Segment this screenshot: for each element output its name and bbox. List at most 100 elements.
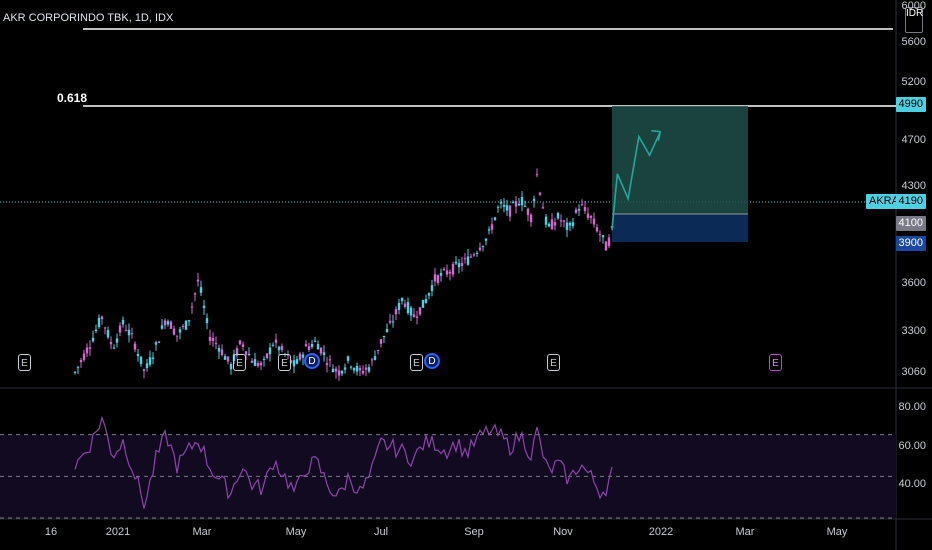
candle-body <box>481 246 485 248</box>
candle-body <box>394 309 398 315</box>
earnings-marker[interactable]: E <box>233 354 246 371</box>
candle-body <box>427 293 431 296</box>
candle-body <box>562 220 566 222</box>
candle-body <box>262 358 266 360</box>
dividend-marker[interactable]: D <box>424 353 440 369</box>
candle-body <box>202 305 206 309</box>
time-axis-tick: Jul <box>373 526 389 538</box>
time-axis-tick: May <box>285 526 307 538</box>
candle-body <box>418 307 422 315</box>
candle-body <box>358 367 362 371</box>
candle-body <box>442 268 446 270</box>
time-axis-tick: Nov <box>553 526 573 538</box>
candle-body <box>430 285 434 292</box>
candle-body <box>91 337 95 342</box>
candle-body <box>460 263 464 266</box>
candle-body <box>157 341 161 343</box>
candle-body <box>259 362 263 366</box>
candle-body <box>367 367 371 372</box>
candle-body <box>325 363 329 366</box>
candle-body <box>136 354 140 357</box>
candle-body <box>289 360 293 363</box>
dividend-marker[interactable]: D <box>304 353 320 369</box>
symbol-title[interactable]: AKR CORPORINDO TBK, 1D, IDX <box>3 12 174 24</box>
price-axis-tick: 5600 <box>901 36 926 48</box>
earnings-marker[interactable]: E <box>18 354 31 371</box>
candle-body <box>94 329 98 332</box>
candle-body <box>340 370 344 374</box>
earnings-marker[interactable]: E <box>410 354 423 371</box>
candle-body <box>493 217 497 220</box>
candle-body <box>193 293 197 295</box>
price-axis-tick: 3060 <box>901 366 926 378</box>
candle-body <box>301 354 305 358</box>
candle-body <box>565 222 569 230</box>
currency-badge[interactable]: IDR <box>905 7 923 33</box>
candle-body <box>499 201 503 204</box>
candle-body <box>319 347 323 354</box>
price-axis-tick: 3300 <box>901 325 926 337</box>
candle-body <box>151 357 155 359</box>
candle-body <box>106 330 110 338</box>
candle-body <box>538 192 542 195</box>
candle-body <box>178 329 182 333</box>
candle-body <box>346 356 350 361</box>
candle-body <box>232 354 236 361</box>
candle-body <box>331 368 335 373</box>
candle-body <box>334 368 338 372</box>
candle-body <box>166 321 170 325</box>
candle-body <box>175 335 179 337</box>
candle-body <box>361 371 365 374</box>
candle-body <box>328 359 332 361</box>
price-tick-top: 6000 <box>901 0 926 12</box>
candle-body <box>397 303 401 311</box>
candle-body <box>118 325 122 333</box>
candle-body <box>508 205 512 217</box>
candle-body <box>199 287 203 293</box>
candle-body <box>517 203 521 206</box>
candle-body <box>73 371 77 373</box>
candle-body <box>253 359 257 366</box>
candle-body <box>169 321 173 329</box>
candle-body <box>559 220 563 222</box>
earnings-marker-upcoming[interactable]: E <box>769 354 782 371</box>
candle-body <box>121 319 125 325</box>
candle-body <box>466 256 470 265</box>
candle-body <box>88 347 92 349</box>
candle-body <box>256 363 260 366</box>
candle-body <box>457 263 461 268</box>
candle-body <box>220 349 224 356</box>
last-price-tag: 4190 <box>895 194 926 209</box>
candle-body <box>349 366 353 368</box>
candle-body <box>235 348 239 356</box>
candle-body <box>82 353 86 360</box>
candle-body <box>112 347 116 349</box>
candle-body <box>379 339 383 344</box>
candle-body <box>187 320 191 322</box>
stop-zone <box>612 214 748 242</box>
candle-body <box>511 202 515 204</box>
candle-body <box>571 222 575 226</box>
candle-body <box>568 222 572 226</box>
candle-body <box>403 303 407 307</box>
candle-body <box>337 370 341 376</box>
candle-body <box>100 316 104 320</box>
candle-body <box>298 353 302 360</box>
candle-body <box>436 275 440 284</box>
candle-body <box>463 258 467 260</box>
stop-price-tag: 3900 <box>895 236 926 251</box>
time-axis-tick: 2021 <box>105 526 131 538</box>
candle-body <box>226 356 230 362</box>
candle-body <box>109 341 113 345</box>
candle-body <box>388 320 392 323</box>
earnings-marker[interactable]: E <box>547 354 560 371</box>
candle-body <box>181 325 185 327</box>
candle-body <box>472 254 476 256</box>
earnings-marker[interactable]: E <box>278 354 291 371</box>
candle-body <box>523 205 527 207</box>
candle-body <box>313 340 317 342</box>
price-axis-tick: 3600 <box>901 277 926 289</box>
candle-body <box>382 335 386 338</box>
candle-body <box>487 229 491 231</box>
